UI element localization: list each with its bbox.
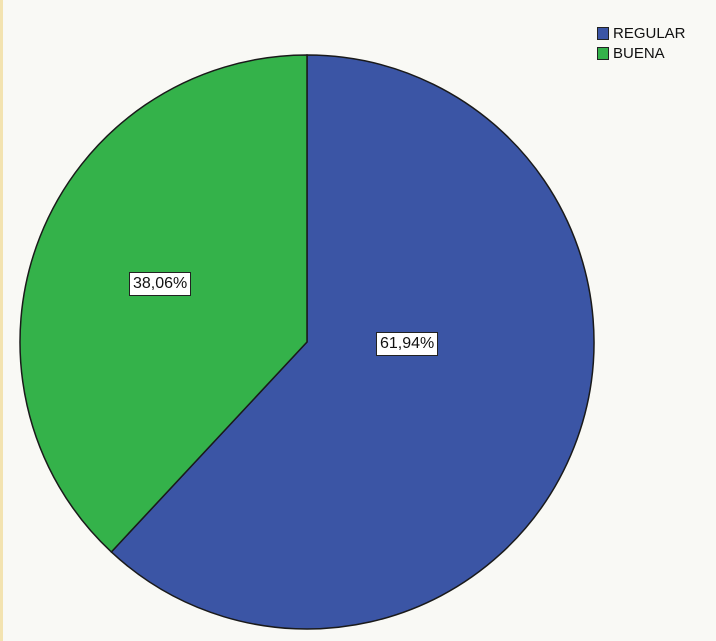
- pie-slice-regular: [110, 54, 595, 630]
- legend: REGULAR BUENA: [597, 23, 686, 63]
- legend-label-regular: REGULAR: [613, 24, 686, 42]
- slice-label-buena: 38,06%: [129, 272, 192, 296]
- legend-swatch-regular: [597, 26, 609, 40]
- pie-chart: [19, 54, 595, 630]
- pie-slice-buena: [19, 54, 308, 554]
- slice-label-regular: 61,94%: [376, 332, 439, 356]
- legend-item-regular: REGULAR: [597, 23, 686, 43]
- legend-item-buena: BUENA: [597, 43, 686, 63]
- legend-label-buena: BUENA: [613, 44, 665, 62]
- legend-swatch-buena: [597, 46, 609, 60]
